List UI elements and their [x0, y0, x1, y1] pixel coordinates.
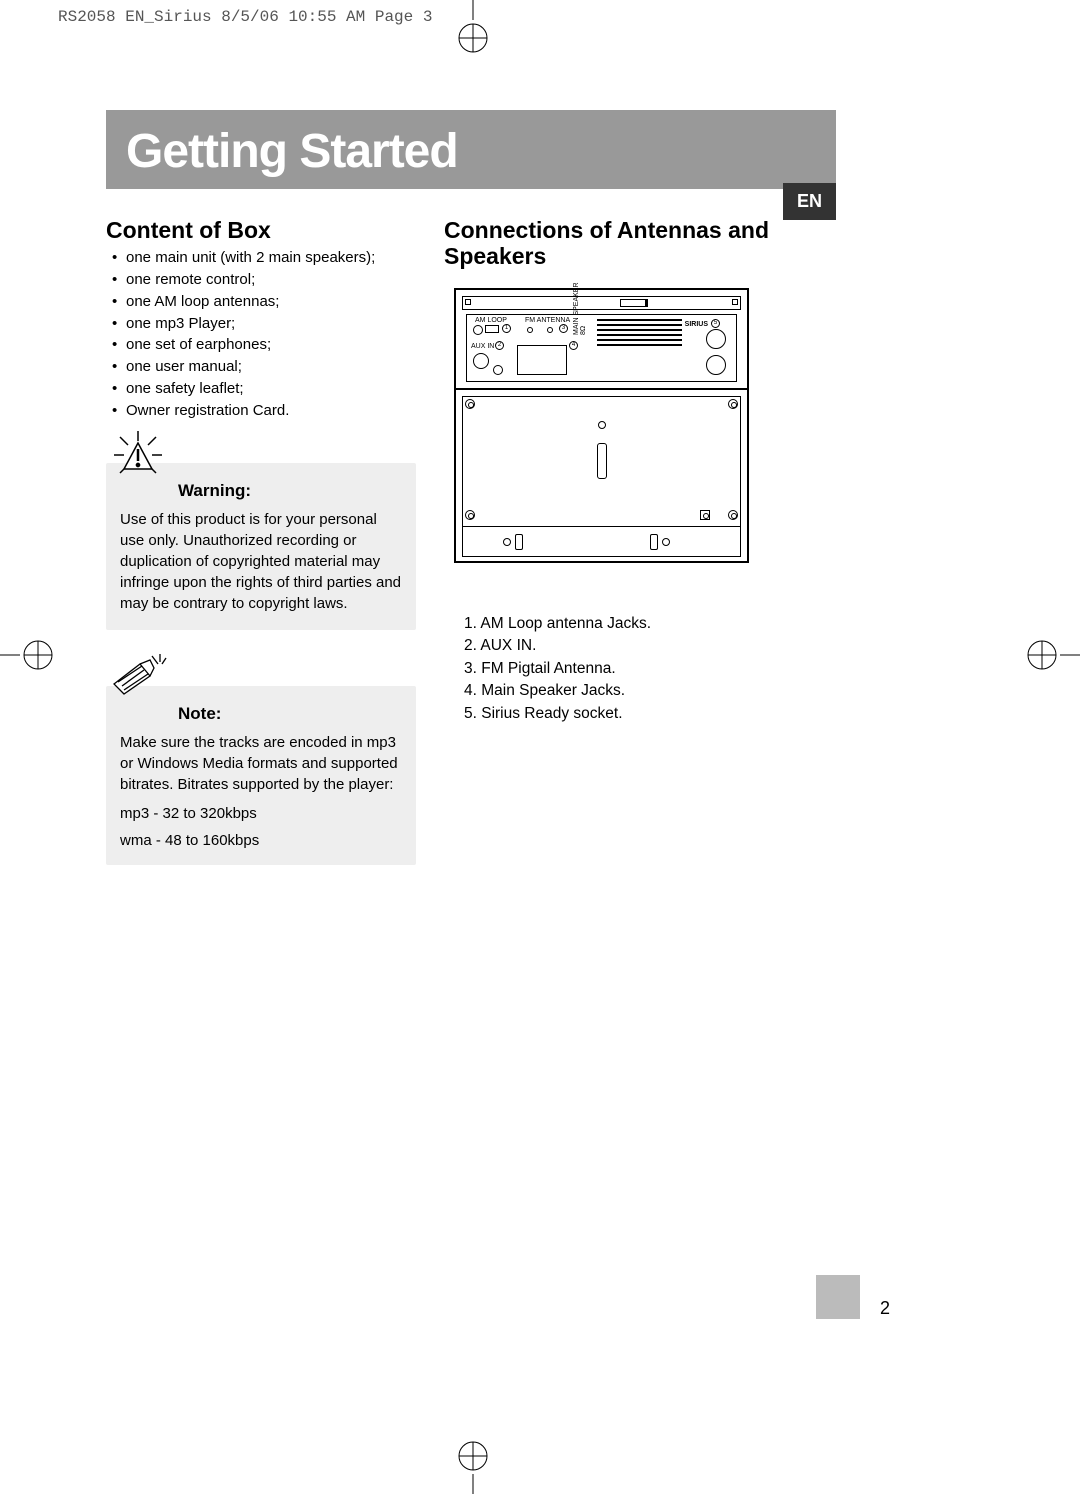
conn-5: Sirius Ready socket. — [481, 705, 622, 722]
note-callout: Note: Make sure the tracks are encoded i… — [106, 686, 416, 865]
list-item: one user manual; — [126, 356, 416, 378]
list-item: one main unit (with 2 main speakers); — [126, 247, 416, 269]
list-item: Owner registration Card. — [126, 400, 416, 422]
list-item: one mp3 Player; — [126, 313, 416, 335]
page-content: Getting Started Content of Box one main … — [106, 110, 836, 865]
crop-mark-right — [1022, 635, 1080, 680]
list-item: 5. Sirius Ready socket. — [464, 703, 804, 725]
warning-icon — [110, 431, 166, 484]
list-item: one AM loop antennas; — [126, 291, 416, 313]
main-speaker-label: MAIN SPEAKER 8Ω — [573, 275, 587, 335]
crop-mark-left — [0, 635, 58, 680]
content-of-box-heading: Content of Box — [106, 217, 416, 243]
language-badge: EN — [783, 183, 836, 220]
title-bar: Getting Started — [106, 110, 836, 189]
right-column: EN Connections of Antennas and Speakers … — [444, 217, 804, 865]
warning-heading: Warning: — [178, 481, 402, 501]
list-item: 4. Main Speaker Jacks. — [464, 680, 804, 702]
connections-list: 1. AM Loop antenna Jacks. 2. AUX IN. 3. … — [444, 613, 804, 725]
list-item: one safety leaflet; — [126, 378, 416, 400]
list-item: one remote control; — [126, 269, 416, 291]
columns: Content of Box one main unit (with 2 mai… — [106, 217, 836, 865]
crop-mark-top — [453, 0, 493, 58]
page-number: 2 — [880, 1298, 890, 1319]
print-header: RS2058 EN_Sirius 8/5/06 10:55 AM Page 3 — [58, 8, 432, 26]
page-title: Getting Started — [126, 124, 816, 179]
note-body: Make sure the tracks are encoded in mp3 … — [120, 732, 402, 795]
conn-3: FM Pigtail Antenna. — [481, 660, 615, 677]
diagram-top-section: AM LOOP FM ANTENNA 1 3 AUX IN 2 4 — [456, 290, 747, 390]
page-tab — [816, 1275, 860, 1319]
conn-2: AUX IN. — [480, 637, 536, 654]
list-item: one set of earphones; — [126, 334, 416, 356]
am-loop-label: AM LOOP — [475, 317, 507, 324]
left-column: Content of Box one main unit (with 2 mai… — [106, 217, 416, 865]
list-item: 3. FM Pigtail Antenna. — [464, 658, 804, 680]
connections-heading: Connections of Antennas and Speakers — [444, 217, 804, 270]
conn-1: AM Loop antenna Jacks. — [480, 615, 651, 632]
warning-callout: Warning: Use of this product is for your… — [106, 463, 416, 630]
note-icon — [110, 654, 172, 703]
note-mp3: mp3 - 32 to 320kbps — [120, 805, 402, 822]
sirius-label: SIRIUS — [685, 321, 708, 328]
fm-antenna-label: FM ANTENNA — [525, 317, 570, 324]
note-wma: wma - 48 to 160kbps — [120, 832, 402, 849]
crop-mark-bottom — [453, 1436, 493, 1499]
box-contents-list: one main unit (with 2 main speakers); on… — [106, 247, 416, 421]
warning-body: Use of this product is for your personal… — [120, 509, 402, 614]
diagram-bottom-section — [456, 390, 747, 563]
aux-in-label: AUX IN — [471, 343, 494, 350]
rear-panel-diagram: AM LOOP FM ANTENNA 1 3 AUX IN 2 4 — [454, 288, 749, 563]
list-item: 2. AUX IN. — [464, 635, 804, 657]
note-heading: Note: — [178, 704, 402, 724]
list-item: 1. AM Loop antenna Jacks. — [464, 613, 804, 635]
conn-4: Main Speaker Jacks. — [481, 682, 625, 699]
